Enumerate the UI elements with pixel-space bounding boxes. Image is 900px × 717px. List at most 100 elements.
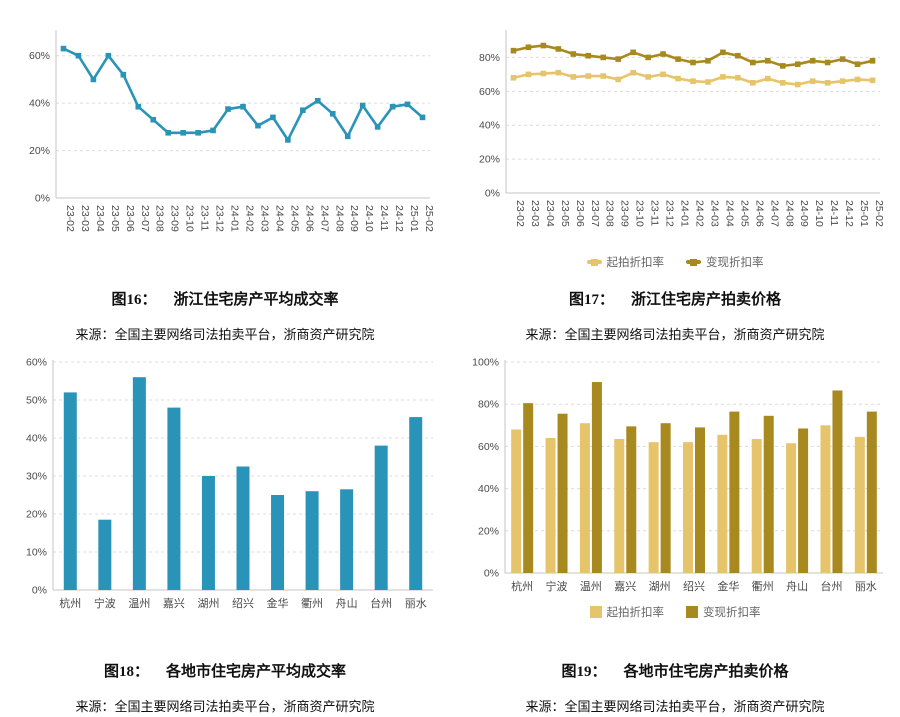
figure-17-caption: 图17： 浙江住宅房产拍卖价格 bbox=[569, 288, 781, 309]
svg-text:24-05: 24-05 bbox=[738, 200, 750, 227]
svg-text:30%: 30% bbox=[26, 471, 47, 483]
figure-17-legend: 起拍折扣率 变现折扣率 bbox=[586, 254, 764, 270]
bianxian-line-marker-icon bbox=[686, 258, 701, 266]
svg-text:24-08: 24-08 bbox=[333, 205, 345, 232]
svg-text:23-11: 23-11 bbox=[199, 205, 211, 231]
svg-text:20%: 20% bbox=[26, 509, 47, 521]
svg-text:25-01: 25-01 bbox=[858, 200, 870, 227]
svg-text:40%: 40% bbox=[478, 483, 499, 495]
svg-text:24-10: 24-10 bbox=[363, 205, 375, 232]
svg-text:24-03: 24-03 bbox=[258, 205, 270, 232]
figure-16-caption-title: 浙江住宅房产平均成交率 bbox=[173, 292, 339, 308]
svg-text:60%: 60% bbox=[478, 441, 499, 453]
svg-text:24-11: 24-11 bbox=[828, 200, 840, 226]
svg-text:丽水: 丽水 bbox=[855, 580, 877, 593]
svg-text:衢州: 衢州 bbox=[752, 580, 774, 593]
svg-text:40%: 40% bbox=[29, 98, 50, 110]
svg-text:嘉兴: 嘉兴 bbox=[163, 596, 185, 610]
svg-text:温州: 温州 bbox=[580, 580, 602, 593]
svg-text:24-12: 24-12 bbox=[843, 200, 855, 227]
figure-19-source: 来源：全国主要网络司法拍卖平台，浙商资产研究院 bbox=[525, 699, 825, 714]
svg-text:20%: 20% bbox=[478, 525, 499, 537]
svg-text:杭州: 杭州 bbox=[511, 579, 533, 593]
svg-text:20%: 20% bbox=[29, 145, 50, 157]
fig18-bar-chart: 0% 10% 20% 30% 40% 50% 60% 杭州 宁波 温州 嘉兴 湖州 绍兴 金华 衢州 舟山 台州… bbox=[26, 357, 433, 610]
svg-text:40%: 40% bbox=[479, 120, 500, 132]
legend-item-bianxian-bars: 变现折扣率 bbox=[686, 604, 761, 620]
svg-text:舟山: 舟山 bbox=[786, 579, 808, 593]
svg-text:80%: 80% bbox=[479, 52, 500, 64]
svg-text:宁波: 宁波 bbox=[546, 579, 568, 593]
figure-19-caption-label: 图19： bbox=[561, 664, 607, 680]
svg-text:23-06: 23-06 bbox=[124, 205, 136, 232]
svg-text:舟山: 舟山 bbox=[336, 596, 358, 610]
svg-text:23-02: 23-02 bbox=[514, 200, 526, 227]
svg-text:23-09: 23-09 bbox=[619, 200, 631, 227]
svg-text:24-08: 24-08 bbox=[783, 200, 795, 227]
figure-18-chart-zone: 0% 10% 20% 30% 40% 50% 60% 杭州 宁波 温州 嘉兴 湖州 绍兴 金华 衢州 舟山 台州… bbox=[9, 354, 441, 654]
figure-19: 0% 20% 40% 60% 80% 100% 杭州 宁波 温州 嘉兴 湖州 绍兴 金华 衢州 舟山 台州 丽水… bbox=[450, 352, 900, 717]
svg-text:23-04: 23-04 bbox=[544, 200, 556, 227]
svg-text:24-01: 24-01 bbox=[229, 205, 241, 232]
svg-text:23-11: 23-11 bbox=[649, 200, 661, 226]
figure-19-chart-zone: 0% 20% 40% 60% 80% 100% 杭州 宁波 温州 嘉兴 湖州 绍兴 金华 衢州 舟山 台州 丽水… bbox=[459, 354, 891, 654]
figure-16-chart-zone: 0% 20% 40% 60% 23-02 23-03 23-04 23-05 23-06 23-0… bbox=[10, 22, 440, 282]
svg-text:24-10: 24-10 bbox=[813, 200, 825, 227]
legend-item-qipai: 起拍折扣率 bbox=[586, 254, 665, 270]
figure-19-legend: 起拍折扣率 变现折扣率 bbox=[589, 604, 761, 620]
svg-text:23-02: 23-02 bbox=[64, 205, 76, 232]
legend-label-qipai: 起拍折扣率 bbox=[606, 257, 665, 269]
figure-19-caption-title: 各地市住宅房产拍卖价格 bbox=[623, 664, 789, 680]
svg-text:60%: 60% bbox=[29, 50, 50, 62]
svg-text:24-07: 24-07 bbox=[768, 200, 780, 227]
svg-text:23-03: 23-03 bbox=[529, 200, 541, 227]
figure-18: 0% 10% 20% 30% 40% 50% 60% 杭州 宁波 温州 嘉兴 湖州 绍兴 金华 衢州 舟山 台州… bbox=[0, 352, 450, 717]
svg-text:60%: 60% bbox=[479, 86, 500, 98]
svg-text:0%: 0% bbox=[35, 193, 50, 205]
svg-text:24-01: 24-01 bbox=[679, 200, 691, 227]
svg-text:金华: 金华 bbox=[717, 579, 739, 593]
svg-text:台州: 台州 bbox=[820, 579, 842, 593]
svg-text:24-02: 24-02 bbox=[694, 200, 706, 227]
figure-17-source: 来源：全国主要网络司法拍卖平台，浙商资产研究院 bbox=[525, 327, 825, 342]
svg-text:23-12: 23-12 bbox=[214, 205, 226, 232]
qipai-line-marker-icon bbox=[586, 258, 602, 266]
legend-label-qipai-bars: 起拍折扣率 bbox=[606, 607, 665, 619]
svg-text:绍兴: 绍兴 bbox=[232, 596, 254, 610]
svg-text:23-12: 23-12 bbox=[664, 200, 676, 227]
svg-text:24-09: 24-09 bbox=[798, 200, 810, 227]
svg-text:湖州: 湖州 bbox=[649, 580, 671, 593]
svg-text:25-01: 25-01 bbox=[408, 205, 420, 232]
figure-18-source: 来源：全国主要网络司法拍卖平台，浙商资产研究院 bbox=[75, 699, 375, 714]
svg-text:24-04: 24-04 bbox=[723, 200, 735, 227]
svg-text:0%: 0% bbox=[485, 188, 500, 200]
svg-text:60%: 60% bbox=[26, 357, 47, 369]
svg-text:金华: 金华 bbox=[267, 596, 289, 610]
svg-text:24-09: 24-09 bbox=[348, 205, 360, 232]
figure-16: 0% 20% 40% 60% 23-02 23-03 23-04 23-05 23-06 23-0… bbox=[0, 0, 450, 352]
figure-17: 0% 20% 40% 60% 80% 23-02 23-03 23-04 23-05 23-06 2… bbox=[450, 0, 900, 352]
legend-label-bianxian-bars: 变现折扣率 bbox=[703, 607, 761, 619]
svg-text:24-06: 24-06 bbox=[303, 205, 315, 232]
figure-16-caption-label: 图16： bbox=[111, 292, 157, 308]
svg-text:24-02: 24-02 bbox=[244, 205, 256, 232]
svg-text:23-10: 23-10 bbox=[634, 200, 646, 227]
bianxian-swatch-icon bbox=[686, 606, 698, 618]
svg-text:衢州: 衢州 bbox=[301, 597, 323, 610]
svg-text:湖州: 湖州 bbox=[197, 597, 219, 610]
svg-text:25-02: 25-02 bbox=[873, 200, 885, 227]
svg-text:嘉兴: 嘉兴 bbox=[614, 579, 636, 593]
legend-item-qipai-bars: 起拍折扣率 bbox=[589, 604, 665, 620]
svg-text:24-11: 24-11 bbox=[378, 205, 390, 231]
svg-text:丽水: 丽水 bbox=[405, 597, 427, 610]
svg-text:温州: 温州 bbox=[128, 597, 150, 610]
figure-19-caption: 图19： 各地市住宅房产拍卖价格 bbox=[561, 660, 788, 681]
svg-text:23-06: 23-06 bbox=[574, 200, 586, 227]
svg-text:23-04: 23-04 bbox=[94, 205, 106, 232]
svg-text:23-08: 23-08 bbox=[154, 205, 166, 232]
figure-17-caption-title: 浙江住宅房产拍卖价格 bbox=[631, 292, 782, 308]
svg-text:100%: 100% bbox=[472, 357, 499, 369]
svg-text:24-03: 24-03 bbox=[708, 200, 720, 227]
svg-text:宁波: 宁波 bbox=[94, 596, 116, 610]
